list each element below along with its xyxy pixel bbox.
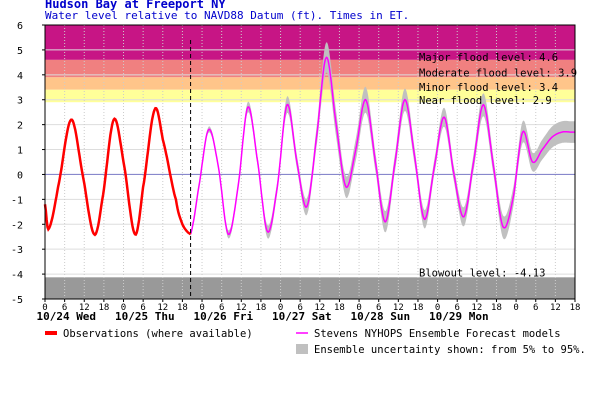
- major-flood-band: [45, 25, 575, 60]
- chart-legend: Observations (where available) Stevens NY…: [45, 328, 586, 356]
- x-tick-label: 12: [157, 303, 168, 313]
- x-tick-label: 0: [121, 303, 126, 313]
- major-flood-label: Major flood level: 4.6: [419, 52, 558, 64]
- near-flood-band: [45, 89, 575, 103]
- chart-subtitle: Water level relative to NAVD88 Datum (ft…: [45, 9, 410, 22]
- uncertainty-legend-label: Ensemble uncertainty shown: from 5% to 9…: [314, 344, 586, 356]
- x-tick-label: 18: [570, 303, 581, 313]
- x-tick-label: 0: [513, 303, 518, 313]
- flood-threshold-bands: [45, 25, 575, 299]
- y-tick-label: -3: [11, 245, 23, 256]
- x-tick-label: 18: [256, 303, 267, 313]
- x-tick-label: 6: [455, 303, 460, 313]
- x-tick-label: 12: [550, 303, 561, 313]
- moderate-flood-label: Moderate flood level: 3.9: [419, 67, 577, 79]
- x-tick-label: 0: [356, 303, 361, 313]
- minor-flood-label: Minor flood level: 3.4: [419, 82, 558, 94]
- x-tick-label: 0: [42, 303, 47, 313]
- x-tick-label: 18: [413, 303, 424, 313]
- day-label: 10/26 Fri: [193, 310, 253, 323]
- y-tick-label: 4: [17, 71, 23, 82]
- y-tick-label: 3: [17, 96, 23, 107]
- y-tick-label: -5: [11, 295, 23, 306]
- day-label: 10/28 Sun: [351, 310, 411, 323]
- x-tick-label: 12: [314, 303, 325, 313]
- minor-flood-band: [45, 77, 575, 90]
- observations-line: [43, 106, 192, 237]
- uncertainty-legend-swatch: [296, 344, 308, 354]
- plot-frame: [44, 24, 576, 300]
- x-tick-label: 12: [236, 303, 247, 313]
- chart-title: Hudson Bay at Freeport NY: [45, 0, 226, 11]
- x-tick-label: 18: [98, 303, 109, 313]
- x-tick-label: 6: [376, 303, 381, 313]
- x-tick-label: 6: [219, 303, 224, 313]
- x-tick-label: 6: [140, 303, 145, 313]
- x-tick-label: 18: [177, 303, 188, 313]
- data-lines: [43, 40, 575, 299]
- observations-legend-label: Observations (where available): [63, 328, 253, 340]
- y-tick-label: -2: [11, 220, 23, 231]
- x-tick-label: 0: [199, 303, 204, 313]
- x-tick-label: 6: [62, 303, 67, 313]
- day-label: 10/29 Mon: [429, 310, 489, 323]
- observations-legend-swatch: [45, 331, 57, 335]
- x-tick-label: 12: [393, 303, 404, 313]
- near-flood-label: Near flood level: 2.9: [419, 95, 552, 107]
- x-tick-label: 0: [278, 303, 283, 313]
- x-tick-label: 18: [334, 303, 345, 313]
- y-tick-label: 0: [17, 170, 23, 181]
- y-tick-label: 2: [17, 121, 23, 132]
- threshold-labels: Major flood level: 4.6 Moderate flood lev…: [419, 52, 577, 279]
- day-label: 10/27 Sat: [272, 310, 332, 323]
- day-label: 10/24 Wed: [36, 310, 96, 323]
- forecast-legend-label: Stevens NYHOPS Ensemble Forecast models: [314, 328, 561, 340]
- day-label: 10/25 Thu: [115, 310, 175, 323]
- x-tick-label: 18: [491, 303, 502, 313]
- y-tick-label: -4: [11, 270, 23, 281]
- moderate-flood-band: [45, 59, 575, 78]
- blowout-label: Blowout level: -4.13: [419, 267, 545, 279]
- x-tick-label: 12: [471, 303, 482, 313]
- y-tick-label: 1: [17, 146, 23, 157]
- y-tick-label: 6: [17, 21, 23, 32]
- y-tick-label: 5: [17, 46, 23, 57]
- x-tick-label: 6: [297, 303, 302, 313]
- blowout-band: [45, 277, 575, 299]
- x-tick-label: 12: [79, 303, 90, 313]
- y-tick-label: -1: [11, 195, 23, 206]
- forecast-line: [189, 56, 575, 236]
- x-tick-label: 0: [435, 303, 440, 313]
- x-tick-label: 6: [533, 303, 538, 313]
